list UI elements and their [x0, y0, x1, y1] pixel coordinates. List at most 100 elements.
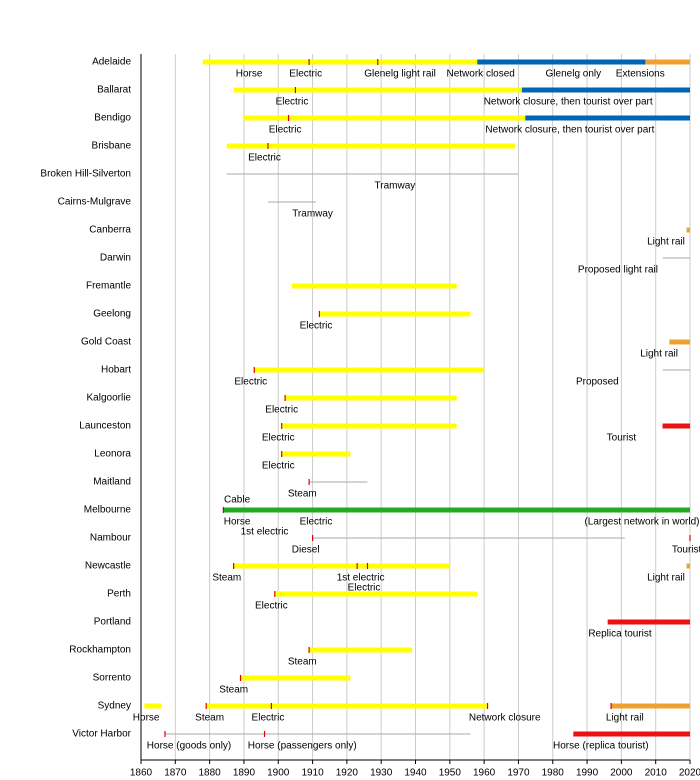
event-label: Electric — [262, 433, 295, 444]
event-label: Electric — [265, 405, 298, 416]
period-bar — [686, 563, 690, 569]
event-label: Electric — [300, 517, 333, 528]
event-label: Network closure, then tourist over part — [485, 125, 654, 136]
period-bar — [309, 647, 413, 653]
event-label: Steam — [219, 685, 248, 696]
period-bar — [202, 59, 478, 65]
period-bar — [312, 537, 625, 539]
event-label: Light rail — [640, 349, 678, 360]
period-bar — [254, 367, 485, 373]
period-bar — [206, 703, 488, 709]
event-label: Network closure, then tourist over part — [484, 97, 653, 108]
x-tick-label: 1980 — [542, 768, 565, 779]
row-label: Brisbane — [92, 141, 132, 152]
x-tick-label: 1860 — [130, 768, 153, 779]
row-label: Kalgoorlie — [87, 393, 132, 404]
event-label: Electric — [276, 97, 309, 108]
event-label: Extensions — [616, 69, 665, 80]
event-label: Electric — [289, 69, 322, 80]
period-bar — [233, 563, 450, 569]
period-bar — [645, 59, 690, 65]
event-label: Replica tourist — [588, 629, 652, 640]
event-label: Tourist — [672, 545, 700, 556]
row-label: Sydney — [98, 701, 131, 712]
event-label: Electric — [248, 153, 281, 164]
row-label: Victor Harbor — [72, 729, 131, 740]
period-bar — [662, 257, 690, 259]
period-bar — [281, 451, 351, 457]
row-label: Canberra — [89, 225, 131, 236]
row-label: Portland — [94, 617, 131, 628]
event-label: Electric — [252, 713, 285, 724]
row-label: Bendigo — [94, 113, 131, 124]
x-tick-label: 1900 — [267, 768, 290, 779]
row-label: Melbourne — [84, 505, 132, 516]
x-tick-label: 1930 — [370, 768, 393, 779]
period-bar — [274, 591, 478, 597]
x-tick-label: 1950 — [439, 768, 462, 779]
event-label: Glenelg light rail — [364, 69, 436, 80]
event-label: Proposed light rail — [578, 265, 658, 276]
event-label: Proposed — [576, 377, 619, 388]
event-label: Network closure — [469, 713, 541, 724]
period-bar — [226, 143, 516, 149]
period-bar — [267, 201, 316, 203]
event-label: Steam — [288, 657, 317, 668]
x-tick-label: 2000 — [610, 768, 633, 779]
period-bar — [285, 395, 457, 401]
period-bar — [662, 423, 690, 429]
period-bar — [525, 115, 690, 121]
x-tick-label: 1870 — [164, 768, 187, 779]
event-label: 1st electric — [241, 527, 289, 538]
event-label: Horse (replica tourist) — [553, 741, 649, 752]
event-label: Electric — [255, 601, 288, 612]
x-tick-label: 1880 — [199, 768, 222, 779]
period-bar — [309, 481, 368, 483]
event-label: Light rail — [606, 713, 644, 724]
x-tick-label: 1920 — [336, 768, 359, 779]
event-label: Electric — [234, 377, 267, 388]
event-label: (Largest network in world) — [584, 517, 699, 528]
row-label: Sorrento — [93, 673, 132, 684]
row-label: Ballarat — [97, 85, 131, 96]
period-bar — [291, 283, 457, 289]
event-label: Horse — [224, 517, 251, 528]
row-label: Rockhampton — [69, 645, 131, 656]
event-label: Light rail — [647, 573, 685, 584]
event-label: Light rail — [647, 237, 685, 248]
period-bar — [240, 675, 351, 681]
event-label: Steam — [212, 573, 241, 584]
x-tick-label: 1910 — [301, 768, 324, 779]
x-tick-label: 1890 — [233, 768, 256, 779]
event-label: Electric — [262, 461, 295, 472]
row-label: Geelong — [93, 309, 131, 320]
period-bar — [233, 87, 522, 93]
x-tick-label: 1960 — [473, 768, 496, 779]
row-label: Nambour — [90, 533, 132, 544]
period-bar — [226, 173, 519, 175]
period-bar — [281, 423, 457, 429]
event-label: Steam — [195, 713, 224, 724]
period-bar — [669, 339, 690, 345]
row-label: Leonora — [94, 449, 131, 460]
row-label: Cairns-Mulgrave — [58, 197, 132, 208]
x-tick-label: 1970 — [507, 768, 530, 779]
period-bar — [662, 369, 690, 371]
row-label: Maitland — [93, 477, 131, 488]
event-label: Electric — [348, 583, 381, 594]
period-bar — [477, 59, 646, 65]
row-label: Darwin — [100, 253, 131, 264]
period-bar — [573, 731, 690, 737]
event-label: 1st electric — [337, 573, 385, 584]
event-label: Horse — [133, 713, 160, 724]
row-label: Fremantle — [86, 281, 131, 292]
period-bar — [165, 733, 471, 735]
x-tick-label: 1940 — [404, 768, 427, 779]
row-label: Launceston — [79, 421, 131, 432]
event-label: Diesel — [292, 545, 320, 556]
event-label: Tramway — [292, 209, 333, 220]
row-label: Perth — [107, 589, 131, 600]
row-label: Newcastle — [85, 561, 132, 572]
row-label: Broken Hill-Silverton — [40, 169, 131, 180]
